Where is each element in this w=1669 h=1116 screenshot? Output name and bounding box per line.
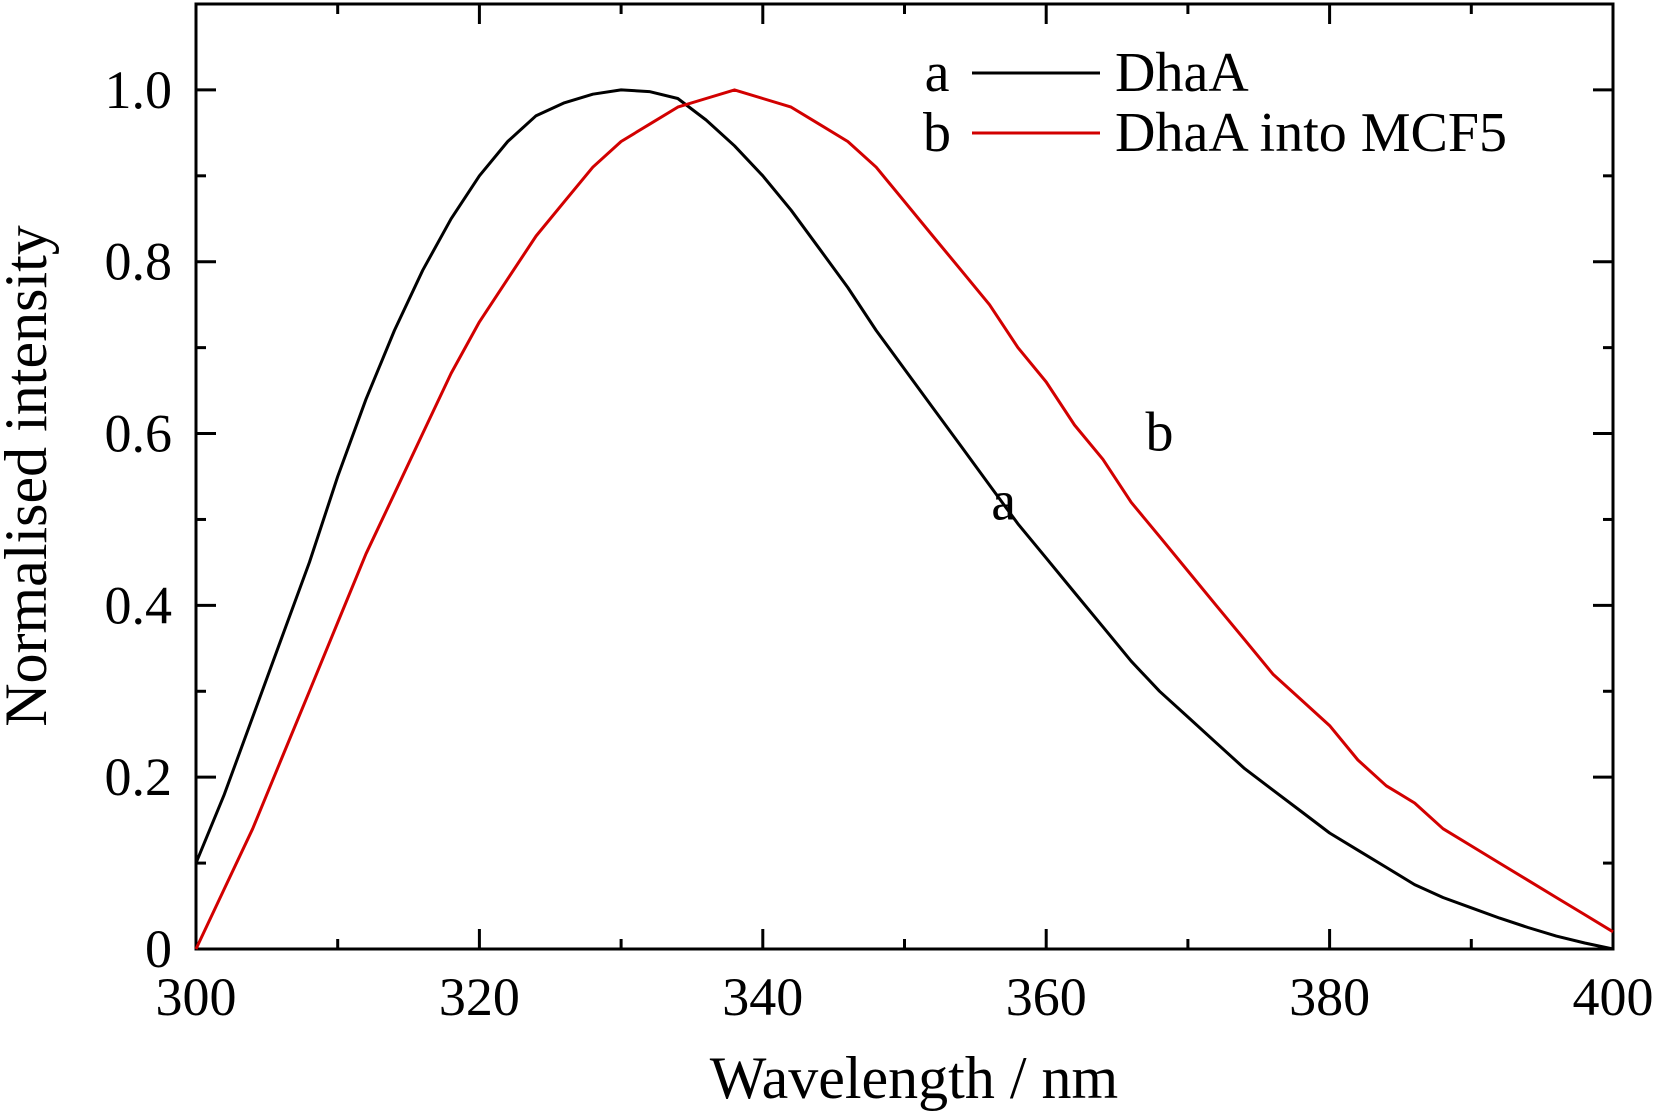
curve-label-a: a — [991, 470, 1016, 532]
x-axis-title: Wavelength / nm — [710, 1045, 1118, 1111]
y-tick-label: 0.4 — [105, 575, 173, 635]
series-line-b — [194, 88, 1614, 950]
x-tick-label: 340 — [722, 967, 803, 1027]
x-tick-label: 380 — [1289, 967, 1370, 1027]
legend-letter-a: a — [925, 42, 950, 104]
legend: a DhaA b DhaA into MCF5 — [923, 42, 1507, 164]
y-tick-label: 0.2 — [105, 747, 173, 807]
y-tick-label: 1.0 — [105, 60, 173, 120]
legend-label-a: DhaA — [1115, 42, 1249, 104]
curve-labels: ab — [991, 402, 1173, 533]
x-tick-label: 320 — [439, 967, 520, 1027]
x-tick-label: 400 — [1573, 967, 1654, 1027]
legend-letter-b: b — [923, 102, 951, 164]
y-tick-label: 0.6 — [105, 404, 173, 464]
y-tick-label: 0.8 — [105, 232, 173, 292]
x-tick-label: 360 — [1006, 967, 1087, 1027]
series-line-a — [194, 88, 1614, 951]
series-layer — [194, 88, 1614, 951]
curve-label-b: b — [1146, 402, 1174, 464]
legend-label-b: DhaA into MCF5 — [1115, 102, 1507, 164]
x-tick-label: 300 — [156, 967, 237, 1027]
y-tick-label: 0 — [145, 919, 172, 979]
tick-labels: 300 320 340 360 380 400 0 0.2 0.4 0.6 0.8 1.0 — [105, 60, 1654, 1027]
y-axis-title: Normalised intensity — [0, 225, 59, 727]
